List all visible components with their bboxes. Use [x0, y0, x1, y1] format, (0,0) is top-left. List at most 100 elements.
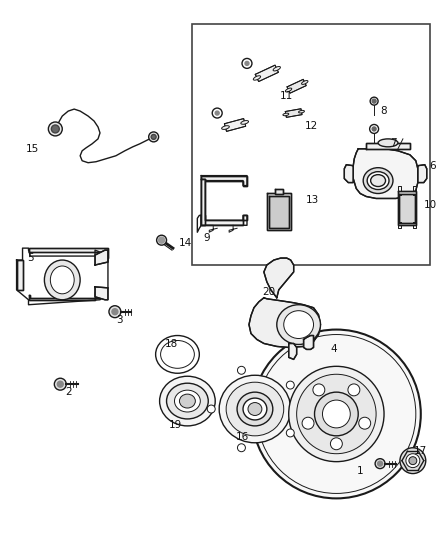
- Polygon shape: [95, 287, 108, 300]
- Ellipse shape: [222, 126, 230, 130]
- Circle shape: [237, 366, 245, 374]
- Text: 5: 5: [27, 253, 34, 263]
- Circle shape: [378, 461, 382, 466]
- Text: 10: 10: [424, 200, 437, 211]
- Ellipse shape: [285, 88, 292, 92]
- Text: 13: 13: [306, 196, 319, 205]
- Polygon shape: [17, 260, 22, 290]
- Ellipse shape: [174, 390, 200, 412]
- Ellipse shape: [159, 376, 215, 426]
- Circle shape: [372, 127, 376, 131]
- Polygon shape: [398, 190, 416, 225]
- Bar: [192, 23, 430, 265]
- Text: 16: 16: [235, 432, 249, 442]
- Circle shape: [48, 122, 62, 136]
- Text: 1: 1: [357, 466, 364, 475]
- Ellipse shape: [161, 341, 194, 368]
- Ellipse shape: [299, 110, 304, 113]
- Ellipse shape: [378, 139, 398, 147]
- Text: 18: 18: [165, 340, 178, 350]
- Ellipse shape: [243, 398, 267, 420]
- Ellipse shape: [166, 383, 208, 419]
- Ellipse shape: [226, 382, 284, 436]
- Polygon shape: [28, 248, 108, 258]
- Circle shape: [409, 457, 417, 465]
- Circle shape: [207, 405, 215, 413]
- Text: 20: 20: [262, 287, 276, 297]
- Circle shape: [406, 454, 420, 467]
- Circle shape: [212, 108, 222, 118]
- Circle shape: [314, 392, 358, 436]
- Polygon shape: [285, 109, 302, 117]
- Polygon shape: [249, 298, 321, 348]
- Circle shape: [252, 329, 421, 498]
- Ellipse shape: [237, 392, 273, 426]
- Ellipse shape: [241, 120, 248, 124]
- Polygon shape: [95, 250, 108, 265]
- Circle shape: [302, 417, 314, 429]
- Circle shape: [313, 384, 325, 396]
- Text: 15: 15: [26, 144, 39, 154]
- Circle shape: [51, 125, 59, 133]
- Circle shape: [348, 384, 360, 396]
- Text: 7: 7: [390, 138, 396, 148]
- Circle shape: [286, 381, 294, 389]
- Ellipse shape: [283, 113, 289, 116]
- Circle shape: [289, 366, 384, 462]
- Polygon shape: [201, 176, 247, 185]
- Polygon shape: [289, 343, 297, 359]
- Ellipse shape: [363, 168, 393, 193]
- Circle shape: [242, 59, 252, 68]
- Circle shape: [359, 417, 371, 429]
- Text: 6: 6: [429, 160, 436, 171]
- Polygon shape: [275, 189, 283, 193]
- Polygon shape: [353, 149, 418, 198]
- Ellipse shape: [277, 305, 321, 344]
- Text: 17: 17: [414, 446, 427, 456]
- Ellipse shape: [219, 375, 291, 443]
- Polygon shape: [399, 195, 415, 223]
- Circle shape: [372, 99, 376, 103]
- Text: 8: 8: [381, 106, 387, 116]
- Text: 11: 11: [280, 91, 293, 101]
- Text: 14: 14: [179, 238, 192, 248]
- Polygon shape: [201, 215, 247, 225]
- Ellipse shape: [50, 266, 74, 294]
- Circle shape: [322, 400, 350, 428]
- Circle shape: [157, 235, 166, 245]
- Circle shape: [57, 381, 63, 387]
- Circle shape: [330, 438, 343, 450]
- Circle shape: [159, 237, 165, 243]
- Circle shape: [237, 444, 245, 451]
- Ellipse shape: [44, 260, 80, 300]
- Circle shape: [370, 97, 378, 105]
- Ellipse shape: [284, 311, 314, 338]
- Text: 19: 19: [169, 420, 182, 430]
- Ellipse shape: [248, 402, 262, 415]
- Ellipse shape: [273, 67, 280, 71]
- Circle shape: [400, 448, 426, 473]
- Ellipse shape: [371, 175, 385, 187]
- Ellipse shape: [367, 172, 389, 190]
- Ellipse shape: [253, 76, 261, 80]
- Polygon shape: [287, 79, 306, 93]
- Circle shape: [215, 111, 219, 115]
- Polygon shape: [366, 143, 410, 149]
- Polygon shape: [418, 165, 427, 183]
- Circle shape: [375, 459, 385, 469]
- Circle shape: [151, 134, 156, 139]
- Text: 2: 2: [65, 387, 71, 397]
- Polygon shape: [255, 65, 279, 82]
- Polygon shape: [267, 192, 291, 230]
- Circle shape: [370, 125, 378, 133]
- Circle shape: [245, 61, 249, 66]
- Polygon shape: [201, 179, 205, 225]
- Circle shape: [54, 378, 66, 390]
- Ellipse shape: [155, 335, 199, 373]
- Text: 4: 4: [330, 344, 337, 354]
- Polygon shape: [28, 292, 100, 300]
- Polygon shape: [344, 165, 353, 183]
- Ellipse shape: [301, 80, 308, 84]
- Text: 12: 12: [305, 121, 318, 131]
- Ellipse shape: [180, 394, 195, 408]
